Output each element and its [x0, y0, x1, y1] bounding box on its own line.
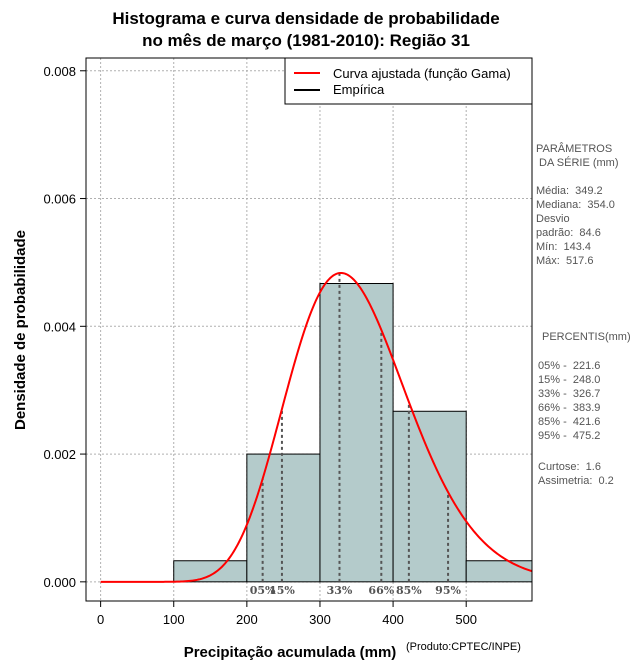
legend: Curva ajustada (função Gama) Empírica [284, 57, 533, 105]
histogram-bars [173, 283, 532, 583]
histogram-bar-0 [173, 560, 248, 583]
fitted-gamma-curve [100, 271, 532, 583]
y-tick-label-4: 0.008 [43, 64, 76, 79]
percentile-label-3: 66% [368, 584, 394, 597]
chart-title-line-2: no mês de março (1981-2010): Região 31 [142, 31, 470, 50]
legend-label-fitted: Curva ajustada (função Gama) [333, 66, 511, 81]
percentile-markers: 05%15% 33% 66% 85% 95% [250, 273, 461, 597]
legend-box [284, 57, 533, 105]
y-axis: 0.000 0.002 0.004 0.006 0.008 [43, 64, 87, 590]
x-axis: 0 100 200 300 400 500 [97, 600, 477, 627]
fitted-curve [100, 271, 532, 583]
x-tick-label-3: 300 [309, 612, 331, 627]
x-axis-label: Precipitação acumulada (mm) [184, 644, 397, 660]
product-credit: (Produto:CPTEC/INPE) [406, 641, 521, 653]
x-tick-label-2: 200 [236, 612, 258, 627]
y-tick-label-0: 0.000 [43, 575, 76, 590]
x-tick-label-5: 500 [455, 612, 477, 627]
histogram-bar-3 [392, 410, 467, 583]
percentile-label-5: 95% [435, 584, 461, 597]
percentile-label-0: 05% [250, 584, 276, 597]
y-axis-label: Densidade de probabilidade [12, 230, 29, 430]
y-tick-label-3: 0.006 [43, 192, 76, 207]
y-tick-label-2: 0.004 [43, 319, 76, 334]
series-parameters-heading: PARÂMETROS DA SÉRIE (mm) [536, 143, 619, 169]
percentiles-values: 05% - 221.6 15% - 248.0 33% - 326.7 66% … [538, 360, 601, 442]
percentiles-heading: PERCENTIS(mm) [542, 331, 631, 343]
percentile-label-2: 33% [327, 584, 353, 597]
percentile-label-1: 15% [269, 584, 295, 597]
y-tick-label-1: 0.002 [43, 447, 76, 462]
histogram-bar-1 [246, 453, 321, 583]
chart-title-line-1: Histograma e curva densidade de probabil… [112, 9, 499, 28]
x-tick-label-1: 100 [163, 612, 185, 627]
shape-statistics: Curtose: 1.6 Assimetria: 0.2 [538, 461, 614, 487]
x-tick-label-0: 0 [97, 612, 104, 627]
legend-label-empirical: Empírica [333, 82, 385, 97]
x-tick-label-4: 400 [382, 612, 404, 627]
percentile-label-4: 85% [396, 584, 422, 597]
histogram-bar-4 [465, 560, 532, 583]
series-parameters: Média: 349.2 Mediana: 354.0 Desvio padrã… [536, 185, 615, 267]
